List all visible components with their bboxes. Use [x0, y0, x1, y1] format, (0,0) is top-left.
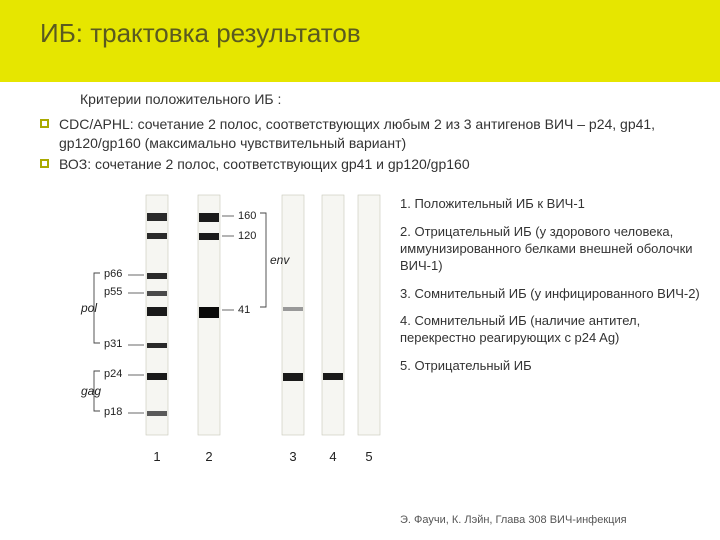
- criteria-text-2: ВОЗ: сочетание 2 полос, соответствующих …: [59, 155, 470, 174]
- result-2: 2. Отрицательный ИБ (у здорового человек…: [400, 224, 700, 275]
- svg-text:pol: pol: [80, 301, 97, 315]
- criteria-text-1: CDC/APHL: сочетание 2 полос, соответству…: [59, 115, 700, 153]
- svg-text:41: 41: [238, 304, 250, 316]
- svg-text:p24: p24: [104, 368, 122, 380]
- svg-text:env: env: [270, 253, 290, 267]
- results-list: 1. Положительный ИБ к ВИЧ-1 2. Отрицател…: [400, 196, 700, 386]
- western-blot-figure: 1 2 3 4 5 p66 p55 p31 p24 p18 160 120 41 pol gag env: [50, 180, 390, 500]
- svg-text:gag: gag: [81, 384, 101, 398]
- svg-text:160: 160: [238, 210, 256, 222]
- result-1: 1. Положительный ИБ к ВИЧ-1: [400, 196, 700, 213]
- result-3: 3. Сомнительный ИБ (у инфицированного ВИ…: [400, 286, 700, 303]
- bullet-icon: [40, 119, 49, 128]
- criteria-item-1: CDC/APHL: сочетание 2 полос, соответству…: [40, 115, 700, 153]
- svg-text:p18: p18: [104, 406, 122, 418]
- criteria-item-2: ВОЗ: сочетание 2 полос, соответствующих …: [40, 155, 700, 174]
- svg-text:p66: p66: [104, 268, 122, 280]
- content-area: Критерии положительного ИБ : CDC/APHL: с…: [0, 82, 720, 174]
- svg-text:5: 5: [365, 449, 372, 464]
- bullet-icon: [40, 159, 49, 168]
- criteria-intro: Критерии положительного ИБ :: [80, 90, 700, 109]
- svg-text:p31: p31: [104, 338, 122, 350]
- result-4: 4. Сомнительный ИБ (наличие антител, пер…: [400, 313, 700, 347]
- svg-text:1: 1: [153, 449, 160, 464]
- blot-svg: 1 2 3 4 5 p66 p55 p31 p24 p18 160 120 41 pol gag env: [50, 180, 390, 500]
- result-5: 5. Отрицательный ИБ: [400, 358, 700, 375]
- svg-text:120: 120: [238, 230, 256, 242]
- svg-text:4: 4: [329, 449, 336, 464]
- page-title: ИБ: трактовка результатов: [40, 18, 680, 49]
- header-band: ИБ: трактовка результатов: [0, 0, 720, 82]
- svg-text:p55: p55: [104, 286, 122, 298]
- criteria-block: Критерии положительного ИБ :: [40, 90, 700, 109]
- svg-text:2: 2: [205, 449, 212, 464]
- citation: Э. Фаучи, К. Лэйн, Глава 308 ВИЧ-инфекци…: [400, 514, 680, 526]
- svg-text:3: 3: [289, 449, 296, 464]
